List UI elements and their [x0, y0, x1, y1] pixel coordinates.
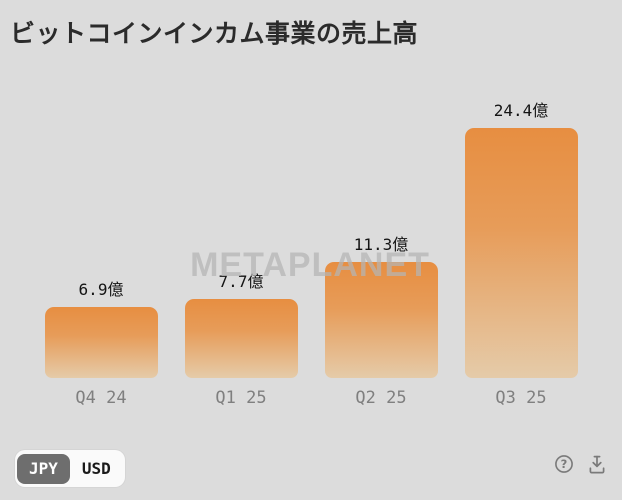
bar-value-label: 11.3億: [353, 235, 409, 254]
bar-q3-25[interactable]: [464, 128, 578, 378]
bar-q2-25[interactable]: [324, 262, 438, 378]
x-axis-label: Q4 24: [75, 388, 127, 408]
download-icon: [586, 453, 608, 475]
footer-icons: ?: [553, 453, 608, 475]
bar-value-label: 7.7億: [218, 272, 264, 291]
bar-q4-24[interactable]: [44, 307, 158, 378]
currency-toggle: JPY USD: [15, 450, 125, 487]
question-circle-icon: ?: [553, 453, 575, 475]
bars-area: 6.9億 7.7億 11.3億 24.4億: [31, 0, 591, 378]
bar-value-label: 24.4億: [493, 101, 549, 120]
bar-slot: 6.9億: [31, 0, 171, 378]
x-axis-label: Q3 25: [495, 388, 547, 408]
x-axis-label: Q1 25: [215, 388, 267, 408]
help-button[interactable]: ?: [553, 453, 575, 475]
bar-slot: 7.7億: [171, 0, 311, 378]
x-axis-labels: Q4 24 Q1 25 Q2 25 Q3 25: [0, 388, 622, 408]
x-axis-label: Q2 25: [355, 388, 407, 408]
currency-usd-button[interactable]: USD: [70, 454, 123, 484]
bar-q1-25[interactable]: [184, 299, 298, 378]
bar-value-label: 6.9億: [78, 280, 124, 299]
chart-title: ビットコインインカム事業の売上高: [10, 20, 419, 48]
bar-slot: 24.4億: [451, 0, 591, 378]
download-button[interactable]: [586, 453, 608, 475]
bar-slot: 11.3億: [311, 0, 451, 378]
svg-text:?: ?: [561, 457, 568, 471]
bar-chart: 6.9億 7.7億 11.3億 24.4億 Q4 24 Q1 25 Q2 25 Q3 25 …: [0, 0, 622, 408]
currency-jpy-button[interactable]: JPY: [17, 453, 70, 484]
